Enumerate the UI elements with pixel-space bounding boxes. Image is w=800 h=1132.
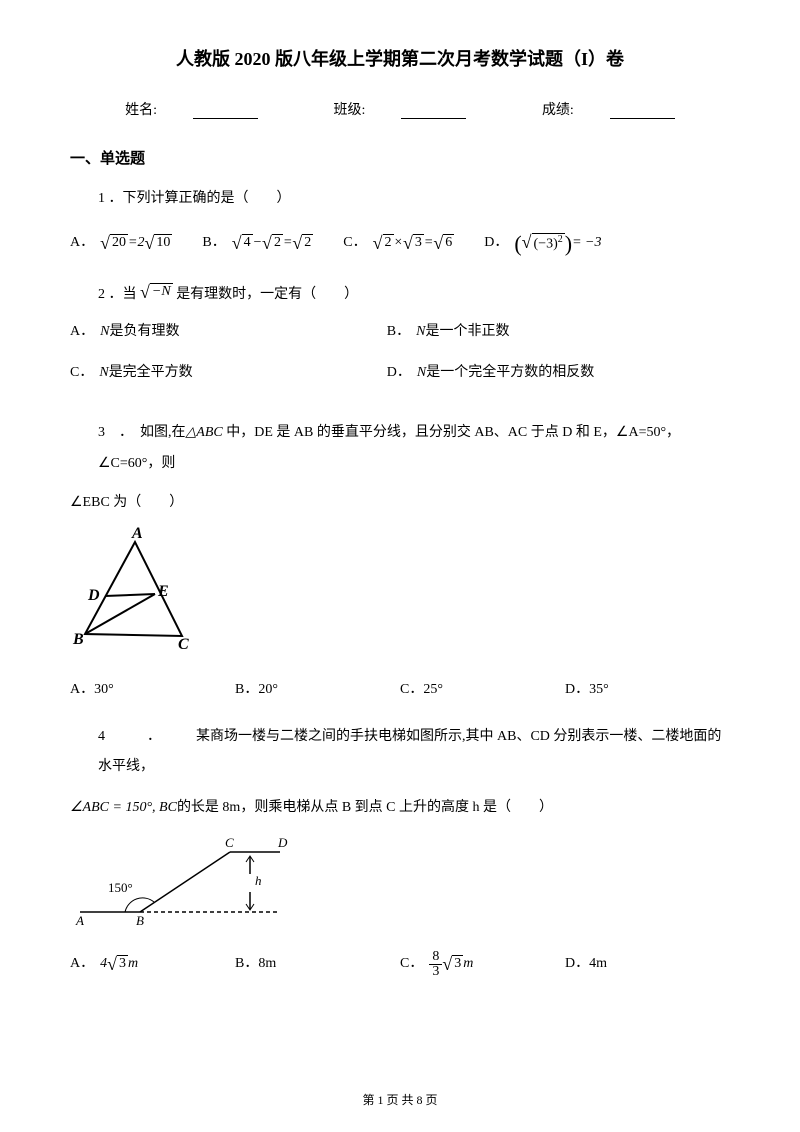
q2-text: 2 ．当 √−N 是有理数时，一定有（ ） (70, 282, 730, 309)
label-E: E (157, 583, 169, 600)
q3-diagram: A B C D E (70, 524, 730, 665)
q1-options: A． √20 = 2 √10 B． √4 − √2 = √2 C． √2 × √… (70, 223, 730, 265)
q1-text: 1 ．下列计算正确的是（ ） (70, 186, 730, 213)
label-D: D (87, 587, 100, 604)
q4-text-2: ∠ABC = 150°, BC的长是 8m，则乘电梯从点 B 到点 C 上升的高… (70, 793, 730, 824)
label-h: h (255, 873, 262, 888)
score-label: 成绩: (524, 103, 693, 118)
name-label: 姓名: (107, 103, 276, 118)
question-3: 3 ． 如图,在△ABC 中，DE 是 AB 的垂直平分线，且分别交 AB、AC… (70, 418, 730, 703)
label-B: B (136, 913, 144, 927)
q3-optD: D．35° (565, 677, 730, 704)
q1-optB: B． √4 − √2 = √2 (202, 230, 313, 257)
q4-text: 4 ． 某商场一楼与二楼之间的手扶电梯如图所示,其中 AB、CD 分别表示一楼、… (70, 722, 730, 784)
question-4: 4 ． 某商场一楼与二楼之间的手扶电梯如图所示,其中 AB、CD 分别表示一楼、… (70, 722, 730, 979)
q4-optC: C． 83 √3 m (400, 950, 565, 979)
q4-optD: D．4m (565, 951, 730, 978)
label-B: B (72, 631, 84, 648)
q2-optC: C．N 是完全平方数 (70, 360, 387, 387)
q4-optB: B．8m (235, 951, 400, 978)
q1-optC: C． √2 × √3 = √6 (343, 230, 454, 257)
angle-label: 150° (108, 880, 133, 895)
q3-optB: B．20° (235, 677, 400, 704)
q3-optA: A．30° (70, 677, 235, 704)
question-2: 2 ．当 √−N 是有理数时，一定有（ ） A．N 是负有理数 B．N 是一个非… (70, 282, 730, 400)
q4-diagram: A B C D h 150° (70, 832, 730, 938)
label-D: D (277, 835, 288, 850)
label-C: C (225, 835, 234, 850)
section-header: 一、单选题 (70, 147, 730, 168)
question-1: 1 ．下列计算正确的是（ ） A． √20 = 2 √10 B． √4 − √2… (70, 186, 730, 264)
q4-options: A． 4 √3 m B．8m C． 83 √3 m D．4m (70, 950, 730, 979)
q3-text-2: ∠EBC 为（ ） (70, 490, 730, 517)
q2-optA: A．N 是负有理数 (70, 319, 387, 346)
q3-text: 3 ． 如图,在△ABC 中，DE 是 AB 的垂直平分线，且分别交 AB、AC… (70, 418, 730, 480)
page-footer: 第 1 页 共 8 页 (0, 1091, 800, 1108)
q1-optD: D． ( √(−3)2 ) = −3 (484, 223, 601, 265)
q1-optA: A． √20 = 2 √10 (70, 230, 172, 257)
q2-optB: B．N 是一个非正数 (387, 319, 704, 346)
page-title: 人教版 2020 版八年级上学期第二次月考数学试题（I）卷 (70, 45, 730, 71)
label-A: A (131, 525, 143, 542)
label-A: A (75, 913, 84, 927)
label-C: C (178, 636, 189, 653)
q2-optD: D．N 是一个完全平方数的相反数 (387, 360, 704, 387)
q3-options: A．30° B．20° C．25° D．35° (70, 677, 730, 704)
class-label: 班级: (316, 103, 485, 118)
info-row: 姓名: 班级: 成绩: (70, 99, 730, 119)
q3-optC: C．25° (400, 677, 565, 704)
q4-optA: A． 4 √3 m (70, 951, 235, 978)
q2-options: A．N 是负有理数 B．N 是一个非正数 C．N 是完全平方数 D．N 是一个完… (70, 319, 730, 400)
